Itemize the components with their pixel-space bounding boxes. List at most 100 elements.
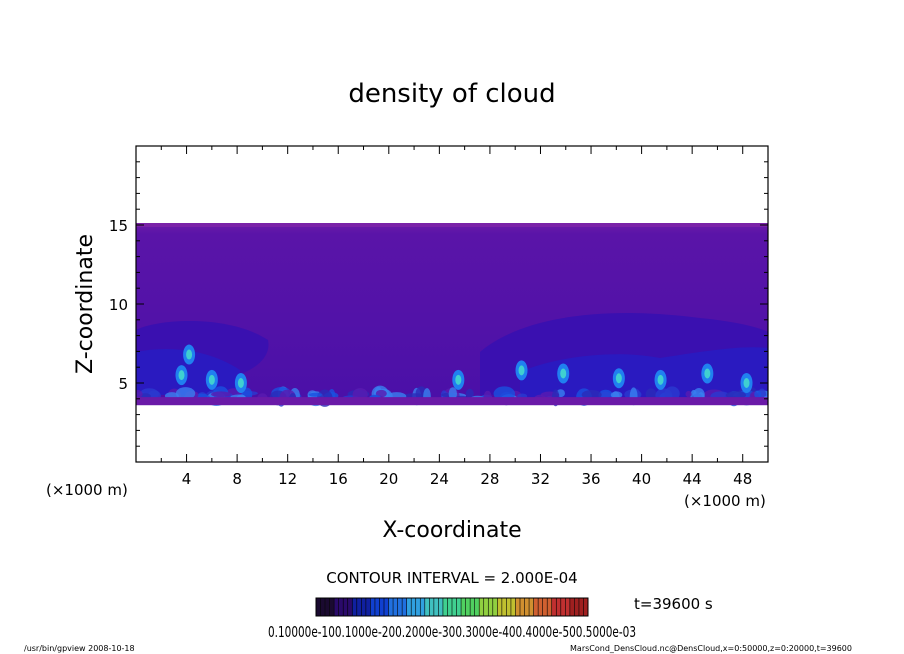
x-tick-label: 40 <box>632 470 651 488</box>
colorbar-cell <box>329 598 335 616</box>
cell-blob <box>685 390 692 398</box>
colorbar-cell <box>542 598 548 616</box>
colorbar-cell <box>492 598 498 616</box>
x-unit-left: (×1000 m) <box>46 481 128 499</box>
x-tick-label: 20 <box>379 470 398 488</box>
colorbar-cell <box>529 598 534 616</box>
colorbar-cell <box>461 598 466 616</box>
cell-blob <box>754 390 762 399</box>
colorbar-cell <box>424 598 430 616</box>
colorbar-cell <box>429 598 434 616</box>
contour-interval: CONTOUR INTERVAL = 2.000E-04 <box>326 569 577 587</box>
colorbar-cell <box>402 598 407 616</box>
colorbar-cell <box>452 598 457 616</box>
x-tick-label: 44 <box>683 470 702 488</box>
colorbar-cell <box>560 598 566 616</box>
cell-blob <box>448 387 457 401</box>
colorbar-cell <box>538 598 543 616</box>
colorbar-cell <box>488 598 493 616</box>
colorbar-cell <box>320 598 326 616</box>
cell-core-bright <box>743 378 750 388</box>
colorbar-frame <box>315 597 589 617</box>
x-tick-label: 24 <box>430 470 449 488</box>
footer-left: /usr/bin/gpview 2008-10-18 <box>24 644 135 653</box>
colorbar-cell <box>520 598 525 616</box>
x-axis-label: X-coordinate <box>382 518 521 543</box>
cell-core-bright <box>208 374 215 385</box>
cell-core-bright <box>704 368 711 379</box>
colorbar-cell <box>393 598 398 616</box>
x-tick-label: 8 <box>232 470 242 488</box>
colorbar-cell <box>470 598 475 616</box>
colorbar-cell <box>510 598 516 616</box>
cell-core-bright <box>518 365 525 376</box>
colorbar-cell <box>515 598 520 616</box>
colorbar-cell <box>334 598 339 616</box>
chart-title: density of cloud <box>348 79 555 109</box>
colorbar-cell <box>533 598 539 616</box>
cell-blob <box>403 393 426 399</box>
cell-core-bright <box>615 373 622 384</box>
colorbar-cell <box>352 598 357 616</box>
colorbar-cell <box>447 598 452 616</box>
x-tick-label: 36 <box>581 470 600 488</box>
colorbar-cell <box>497 598 502 616</box>
colorbar-cell <box>474 598 480 616</box>
colorbar-cell <box>524 598 530 616</box>
colorbar-cell <box>433 598 439 616</box>
colorbar-cell <box>338 598 344 616</box>
x-tick-label: 48 <box>733 470 752 488</box>
colorbar-cell <box>583 598 588 616</box>
colorbar-cell <box>384 598 389 616</box>
cell-blob <box>175 387 196 400</box>
colorbar <box>315 598 588 616</box>
cell-blob <box>610 391 623 399</box>
colorbar-cell <box>456 598 462 616</box>
x-tick-label: 12 <box>278 470 297 488</box>
x-tick-label: 32 <box>531 470 550 488</box>
x-tick-label: 16 <box>329 470 348 488</box>
cell-core-bright <box>657 374 664 385</box>
y-tick-label: 5 <box>118 375 128 393</box>
y-axis: 5 10 15 <box>109 161 768 447</box>
colorbar-cell <box>569 598 575 616</box>
cell-core-bright <box>186 349 193 360</box>
colorbar-cell <box>374 598 380 616</box>
colorbar-cell <box>483 598 489 616</box>
colorbar-cell <box>465 598 471 616</box>
colorbar-cell <box>420 598 425 616</box>
y-tick-label: 10 <box>109 296 128 314</box>
low-density-lobe-right-inner <box>520 347 768 398</box>
y-tick-label: 15 <box>109 217 128 235</box>
colorbar-cell <box>547 598 552 616</box>
colorbar-cell <box>316 598 321 616</box>
colorbar-cell <box>438 598 443 616</box>
colorbar-cell <box>479 598 484 616</box>
colorbar-cell <box>361 598 366 616</box>
cell-core-bright <box>237 378 244 388</box>
colorbar-cell <box>506 598 511 616</box>
cloud-base-band <box>136 397 768 406</box>
x-unit-right: (×1000 m) <box>684 492 766 510</box>
colorbar-tick-labels: 0.10000e-100.1000e-200.2000e-300.3000e-4… <box>268 623 636 641</box>
colorbar-cell <box>411 598 416 616</box>
colorbar-cell <box>578 598 584 616</box>
cell-blob <box>136 389 143 399</box>
colorbar-cell <box>365 598 371 616</box>
colorbar-cell <box>343 598 348 616</box>
colorbar-cell <box>415 598 421 616</box>
colorbar-cell <box>356 598 362 616</box>
x-axis: 4 8 12 16 20 24 28 32 36 40 44 48 <box>160 146 769 488</box>
colorbar-cell <box>406 598 412 616</box>
cell-blob <box>308 392 322 397</box>
cell-core-bright <box>455 374 462 385</box>
colorbar-cell <box>565 598 570 616</box>
cell-core-bright <box>178 370 185 381</box>
colorbar-cell <box>379 598 384 616</box>
y-axis-label: Z-coordinate <box>73 234 98 374</box>
colorbar-cell <box>551 598 557 616</box>
x-tick-label: 28 <box>480 470 499 488</box>
colorbar-cell <box>370 598 375 616</box>
footer-right: MarsCond_DensCloud.nc@DensCloud,x=0:5000… <box>570 644 852 653</box>
